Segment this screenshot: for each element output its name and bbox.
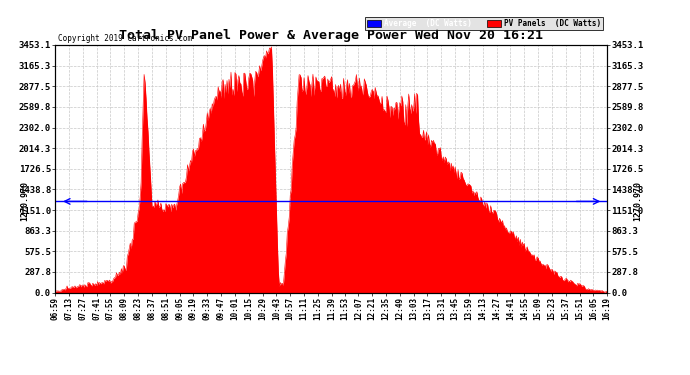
Text: Copyright 2019 Cartronics.com: Copyright 2019 Cartronics.com <box>58 33 192 42</box>
Legend: Average  (DC Watts), PV Panels  (DC Watts): Average (DC Watts), PV Panels (DC Watts) <box>365 16 603 30</box>
Text: 1270.970: 1270.970 <box>20 182 30 221</box>
Text: 1270.970: 1270.970 <box>633 182 642 221</box>
Title: Total PV Panel Power & Average Power Wed Nov 20 16:21: Total PV Panel Power & Average Power Wed… <box>119 30 543 42</box>
